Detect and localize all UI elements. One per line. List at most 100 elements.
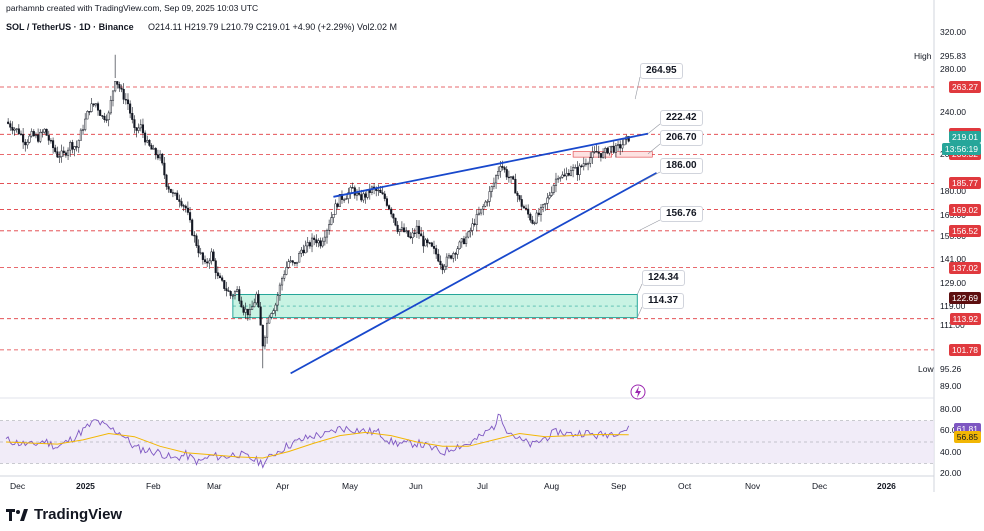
candle-body — [79, 129, 82, 141]
candle-body — [193, 234, 196, 237]
candle-body — [126, 99, 130, 105]
lightning-glyph — [635, 386, 641, 398]
candle-body — [428, 242, 431, 244]
candle-body — [124, 99, 127, 101]
level-annotation[interactable]: 222.42 — [660, 110, 703, 126]
candle-body — [563, 174, 566, 177]
candle-body — [223, 280, 226, 289]
candle-body — [263, 336, 266, 347]
candle-body — [355, 192, 359, 196]
candle-body — [497, 171, 500, 176]
candle-body — [578, 165, 581, 176]
price-tick: 280.00 — [940, 63, 966, 74]
candle-body — [176, 192, 179, 200]
candle-body — [236, 289, 239, 292]
symbol-info[interactable]: SOL / TetherUS · 1D · Binance — [6, 22, 134, 32]
candle-body — [60, 150, 63, 158]
level-tag: 169.02 — [949, 203, 981, 216]
candle-body — [101, 115, 104, 117]
candle-body — [133, 119, 136, 128]
candle-body — [503, 167, 506, 170]
candle-body — [557, 178, 560, 180]
candle-body — [90, 103, 93, 112]
tradingview-logo[interactable]: TradingView — [6, 503, 122, 525]
candle-body — [465, 236, 468, 245]
candle-body — [287, 261, 290, 268]
candle-body — [360, 194, 363, 201]
candle-body — [13, 128, 16, 131]
candle-body — [34, 134, 38, 137]
candle-body — [210, 251, 213, 262]
candle-body — [512, 176, 515, 180]
countdown-tag: 13:56:19 — [941, 142, 981, 155]
candle-body — [304, 245, 307, 254]
candle-body — [616, 144, 620, 146]
level-annotation[interactable]: 206.70 — [660, 130, 703, 146]
candle-body — [152, 148, 155, 150]
candle-body — [7, 121, 10, 124]
candle-body — [255, 293, 258, 304]
candle-body — [300, 249, 303, 254]
candle-body — [454, 253, 457, 255]
lower-trendline — [290, 172, 657, 375]
price-tick: 89.00 — [940, 381, 962, 391]
candle-body — [313, 237, 316, 240]
candle-body — [214, 260, 217, 273]
candle-body — [270, 313, 273, 318]
candle-body — [328, 224, 331, 231]
candle-body — [92, 103, 95, 106]
candle-body — [131, 113, 134, 120]
candle-body — [41, 131, 44, 134]
candle-body — [221, 277, 224, 281]
candle-body — [456, 248, 459, 255]
time-tick: Feb — [146, 481, 161, 491]
candle-body — [604, 148, 607, 153]
candle-body — [96, 103, 100, 111]
candle-body — [105, 119, 108, 121]
candle-body — [614, 145, 617, 153]
level-annotation[interactable]: 264.95 — [640, 63, 683, 79]
candle-body — [285, 267, 288, 275]
brand-name: TradingView — [34, 505, 123, 523]
level-annotation[interactable]: 114.37 — [642, 293, 685, 309]
candle-body — [268, 316, 271, 324]
candle-body — [54, 147, 57, 152]
level-annotation[interactable]: 156.76 — [660, 206, 703, 222]
candle-body — [308, 242, 311, 247]
level-annotation[interactable]: 186.00 — [660, 158, 703, 174]
candle-body — [501, 166, 504, 168]
candle-body — [186, 207, 189, 213]
candle-body — [218, 275, 222, 279]
candle-body — [120, 87, 123, 90]
level-annotation[interactable]: 124.34 — [642, 270, 685, 286]
candle-body — [351, 187, 354, 189]
candle-body — [109, 99, 112, 114]
candle-body — [402, 227, 406, 232]
time-tick: Dec — [10, 481, 26, 491]
candle-body — [584, 163, 587, 165]
callout-leader — [639, 171, 661, 184]
candle-body — [197, 245, 200, 254]
candle-body — [569, 170, 573, 176]
candle-body — [167, 186, 170, 190]
candle-body — [319, 240, 322, 247]
candle-body — [593, 151, 596, 153]
price-tick: 111.00 — [940, 319, 965, 330]
candle-body — [52, 140, 55, 149]
candle-body — [165, 174, 168, 187]
time-tick: May — [342, 481, 359, 491]
candle-body — [546, 197, 549, 204]
candle-body — [150, 145, 153, 150]
candle-body — [231, 295, 234, 297]
candle-body — [364, 193, 367, 198]
candle-body — [471, 223, 474, 231]
candle-body — [86, 111, 89, 120]
candle-body — [64, 152, 67, 156]
candle-body — [587, 163, 590, 165]
time-tick: Jul — [477, 481, 488, 491]
candle-body — [343, 199, 346, 201]
candle-body — [533, 222, 536, 225]
candle-body — [606, 148, 609, 154]
candle-body — [621, 144, 624, 149]
